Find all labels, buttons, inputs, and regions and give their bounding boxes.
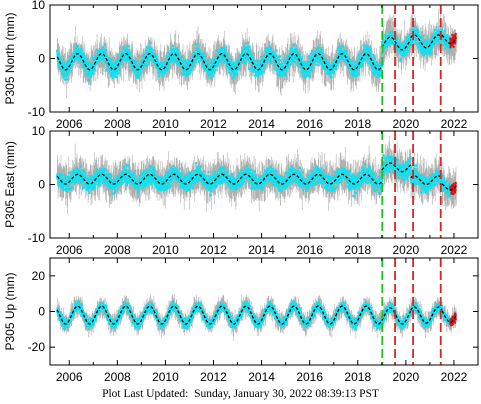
raw-error-bars bbox=[56, 8, 457, 99]
y-tick-label: 0 bbox=[38, 52, 45, 66]
x-tick-label: 2014 bbox=[248, 243, 275, 257]
plot-area bbox=[56, 5, 457, 112]
plot-area bbox=[56, 258, 457, 365]
model-fit-line bbox=[381, 307, 412, 325]
y-tick-label: 10 bbox=[32, 124, 46, 138]
model-fit-line bbox=[410, 175, 443, 186]
x-tick-label: 2008 bbox=[104, 243, 131, 257]
x-tick-label: 2020 bbox=[393, 117, 420, 131]
model-fit-line bbox=[410, 34, 443, 49]
x-tick-label: 2016 bbox=[296, 117, 323, 131]
rapid-position-series bbox=[449, 32, 457, 49]
x-tick-label: 2010 bbox=[152, 370, 179, 384]
plot-area bbox=[56, 131, 457, 238]
x-tick-label: 2020 bbox=[393, 370, 420, 384]
model-fit-line bbox=[56, 173, 383, 185]
y-tick-label: 20 bbox=[32, 269, 46, 283]
x-tick-label: 2012 bbox=[200, 370, 227, 384]
model-fit-line bbox=[441, 34, 457, 45]
x-tick-label: 2010 bbox=[152, 243, 179, 257]
x-tick-label: 2014 bbox=[248, 370, 275, 384]
y-tick-label: -20 bbox=[28, 340, 46, 354]
y-axis-title: P305 East (mm) bbox=[3, 141, 17, 228]
raw-error-bar-series bbox=[56, 8, 457, 99]
footer-label: Plot Last Updated: bbox=[102, 388, 189, 400]
x-tick-label: 2018 bbox=[344, 117, 371, 131]
x-tick-label: 2006 bbox=[56, 370, 83, 384]
daily-position-series bbox=[56, 25, 452, 82]
y-tick-label: 0 bbox=[38, 305, 45, 319]
model-fit-line bbox=[381, 162, 412, 173]
y-tick-label: 10 bbox=[32, 0, 46, 12]
x-tick-label: 2018 bbox=[344, 370, 371, 384]
north-panel: -10 0 10 2006 2008 2010 2012 2014 2016 2018 2020 20… bbox=[3, 0, 479, 131]
x-tick-label: 2010 bbox=[152, 117, 179, 131]
x-tick-label: 2022 bbox=[441, 243, 468, 257]
model-fit-line bbox=[56, 53, 383, 71]
model-fit-line bbox=[56, 305, 383, 325]
plot-updated-footer: Plot Last Updated: Sunday, January 30, 2… bbox=[0, 388, 481, 400]
x-tick-label: 2014 bbox=[248, 117, 275, 131]
x-tick-label: 2016 bbox=[296, 370, 323, 384]
east-panel: -10 0 10 2006 2008 2010 2012 2014 2016 2018 2020 20… bbox=[3, 124, 479, 257]
x-tick-label: 2022 bbox=[441, 117, 468, 131]
y-tick-label: 0 bbox=[38, 178, 45, 192]
x-tick-label: 2008 bbox=[104, 117, 131, 131]
model-fit-line bbox=[410, 306, 443, 324]
x-tick-label: 2012 bbox=[200, 243, 227, 257]
x-tick-label: 2006 bbox=[56, 117, 83, 131]
x-tick-label: 2020 bbox=[393, 243, 420, 257]
model-fit-line bbox=[381, 36, 412, 51]
y-axis-title: P305 North (mm) bbox=[3, 12, 17, 104]
y-tick-label: -10 bbox=[28, 231, 46, 245]
y-tick-label: -10 bbox=[28, 105, 46, 119]
up-panel: -20 0 20 2006 2008 2010 2012 2014 2016 2018 2020 20… bbox=[3, 257, 479, 384]
footer-timestamp: Sunday, January 30, 2022 08:39:13 PST bbox=[194, 388, 379, 400]
x-tick-label: 2008 bbox=[104, 370, 131, 384]
x-tick-label: 2018 bbox=[344, 243, 371, 257]
x-tick-label: 2006 bbox=[56, 243, 83, 257]
y-axis-title: P305 Up (mm) bbox=[3, 272, 17, 350]
x-tick-label: 2022 bbox=[441, 370, 468, 384]
x-tick-label: 2016 bbox=[296, 243, 323, 257]
x-tick-label: 2012 bbox=[200, 117, 227, 131]
